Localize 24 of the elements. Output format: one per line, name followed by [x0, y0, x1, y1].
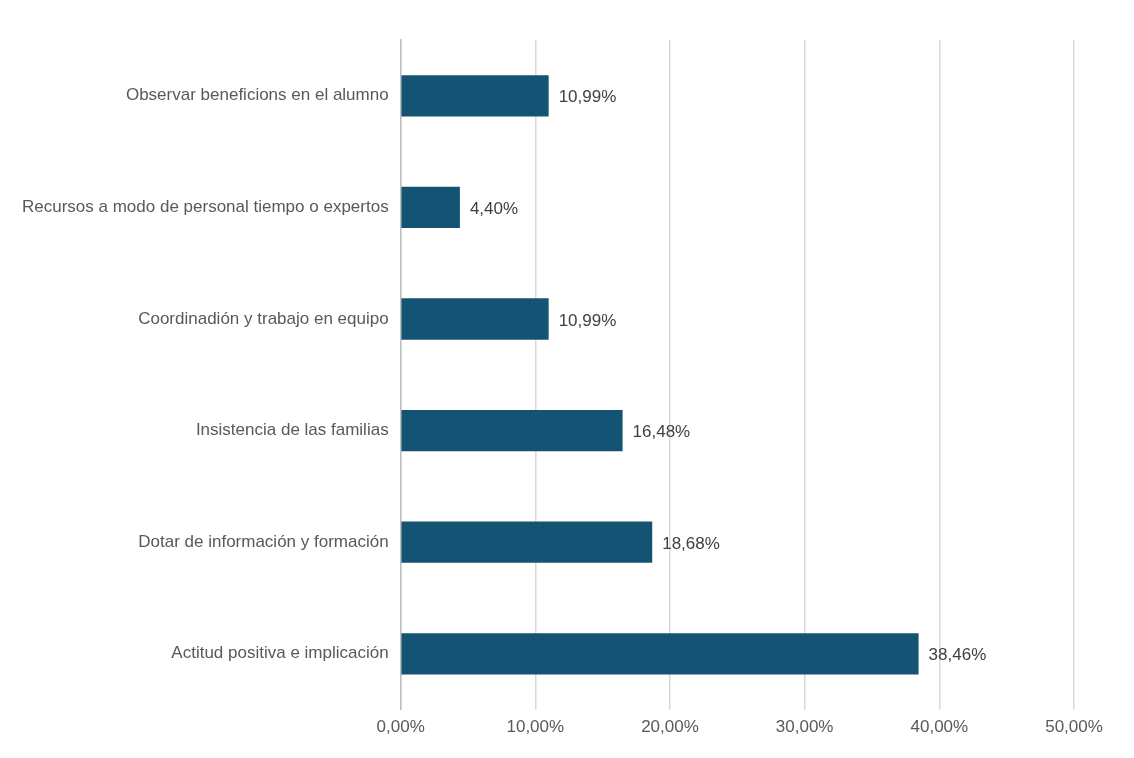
y-tick-label: Recursos a modo de personal tiempo o expertos — [21, 197, 389, 217]
y-tick-label: Observar beneficions en el alumno — [125, 85, 389, 105]
y-tick-label: Coordinadión y trabajo en equipo — [138, 308, 389, 328]
bar — [401, 521, 653, 563]
data-label: 38,46% — [928, 645, 987, 665]
data-label: 18,68% — [662, 533, 720, 553]
x-tick-label: 40,00% — [910, 717, 969, 737]
bar — [401, 633, 919, 675]
data-label: 16,48% — [632, 422, 691, 442]
x-tick-label: 0,00% — [376, 717, 425, 737]
bar — [401, 75, 549, 117]
y-tick-label: Dotar de información y formación — [138, 531, 389, 551]
bar — [401, 298, 549, 340]
x-tick-label: 30,00% — [775, 717, 834, 737]
y-tick-label: Insistencia de las familias — [195, 420, 389, 440]
x-tick-label: 50,00% — [1045, 717, 1103, 737]
data-label: 10,99% — [558, 310, 617, 330]
x-tick-label: 10,00% — [506, 717, 565, 737]
bar — [401, 409, 623, 452]
bar — [401, 186, 460, 229]
data-label: 10,99% — [558, 87, 617, 107]
x-tick-label: 20,00% — [641, 717, 699, 737]
y-tick-label: Actitud positiva e implicación — [171, 643, 389, 663]
data-label: 4,40% — [469, 199, 519, 219]
